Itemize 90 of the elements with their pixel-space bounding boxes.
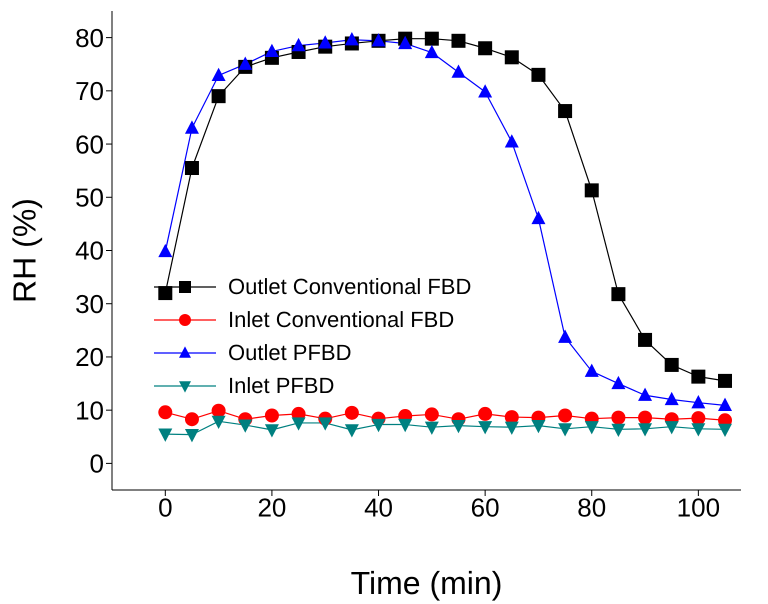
x-tick-label: 100 [676, 492, 720, 522]
point [212, 404, 226, 418]
point [531, 68, 546, 82]
y-tick-label: 60 [75, 129, 104, 160]
point [638, 388, 652, 401]
point [584, 421, 599, 434]
point [451, 420, 466, 434]
point [611, 376, 626, 390]
point [718, 424, 732, 438]
point [664, 358, 679, 372]
y-tick-label: 70 [75, 76, 104, 106]
point [344, 424, 359, 438]
point [318, 417, 332, 431]
point [718, 374, 732, 388]
point [451, 64, 466, 78]
point [344, 32, 359, 46]
point [691, 423, 706, 436]
point [424, 32, 439, 46]
point [212, 416, 226, 430]
point [691, 370, 706, 384]
point [478, 421, 492, 434]
point [691, 395, 706, 408]
x-tick-label: 60 [470, 492, 500, 522]
point [238, 56, 252, 70]
point [584, 364, 599, 377]
y-axis-title: RH (%) [6, 198, 42, 303]
x-tick-label: 80 [577, 492, 606, 522]
point [638, 423, 652, 436]
point [238, 419, 252, 433]
y-tick-label: 40 [75, 236, 104, 266]
point [558, 330, 572, 343]
point [158, 286, 172, 300]
point [344, 406, 359, 420]
y-tick-label: 80 [75, 22, 104, 53]
point [664, 392, 679, 406]
point [664, 421, 679, 434]
y-tick-label: 30 [75, 288, 104, 319]
y-tick-label: 0 [90, 448, 104, 479]
point [158, 244, 172, 258]
point [264, 424, 279, 438]
legend-label: Outlet PFBD [228, 340, 352, 366]
point [611, 287, 626, 302]
point [638, 332, 652, 347]
point [398, 418, 412, 432]
point [558, 104, 572, 118]
point [478, 41, 492, 56]
point [184, 412, 199, 426]
point [158, 428, 172, 442]
point [264, 44, 279, 58]
point [478, 84, 492, 98]
point [292, 38, 306, 52]
point [691, 411, 706, 426]
point [212, 89, 226, 104]
point [504, 50, 519, 64]
y-tick-label: 50 [75, 182, 104, 213]
point [184, 161, 199, 176]
y-tick-label: 10 [75, 395, 104, 426]
legend-label: Inlet PFBD [228, 372, 334, 398]
point [611, 424, 626, 438]
point [424, 44, 439, 58]
legend-label: Inlet Conventional FBD [228, 306, 454, 332]
x-tick-label: 20 [257, 492, 286, 522]
point [398, 36, 412, 50]
point [504, 134, 519, 148]
x-axis-title: Time (min) [350, 565, 502, 601]
point [424, 407, 439, 422]
point [451, 34, 466, 48]
point [158, 405, 172, 420]
point [584, 183, 599, 198]
point [292, 417, 306, 431]
legend-label: Outlet Conventional FBD [228, 274, 472, 300]
point [558, 408, 572, 422]
point [478, 406, 492, 421]
point [638, 410, 652, 425]
point [264, 408, 279, 422]
point [504, 422, 519, 435]
y-tick-label: 20 [75, 342, 104, 372]
point [424, 422, 439, 435]
point [611, 410, 626, 425]
point [531, 210, 546, 224]
point [212, 68, 226, 81]
point [718, 398, 732, 411]
point [184, 120, 199, 134]
x-tick-label: 0 [158, 492, 173, 522]
point [318, 35, 332, 49]
point [184, 429, 199, 442]
point [531, 420, 546, 434]
x-tick-label: 40 [364, 492, 393, 522]
point [558, 423, 572, 436]
point [372, 418, 386, 432]
